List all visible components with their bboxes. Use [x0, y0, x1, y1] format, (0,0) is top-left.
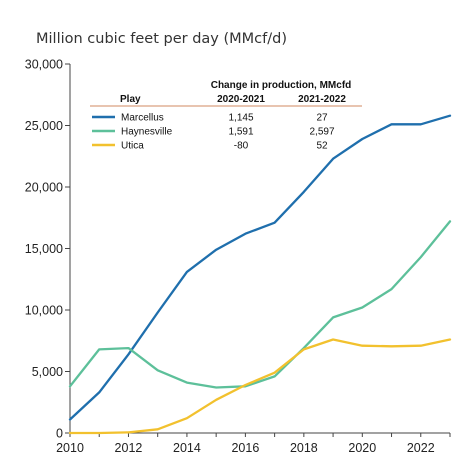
legend-label-utica: Utica: [121, 141, 144, 152]
y-tick-label: 15,000: [25, 242, 63, 256]
series-line-haynesville: [68, 220, 452, 389]
y-tick-label: 20,000: [25, 181, 63, 195]
legend-label-haynesville: Haynesville: [121, 127, 173, 138]
legend-value-marcellus-2020-2021: 1,145: [228, 113, 253, 124]
y-axis-ticks: 0 5,000 10,000 15,000 20,000 25,000 30,000: [25, 58, 70, 441]
legend-table: Change in production, MMcfd Play 2020-20…: [90, 80, 362, 152]
chart-unit-title: Million cubic feet per day (MMcf/d): [36, 31, 287, 47]
y-tick-label: 10,000: [25, 304, 63, 318]
y-tick-label: 25,000: [25, 119, 63, 133]
legend-value-haynesville-2020-2021: 1,591: [228, 127, 253, 138]
x-axis: 2010 2012 2014 2016 2018 2020 2022: [56, 432, 451, 455]
x-tick-label: 2022: [407, 441, 435, 455]
legend-value-haynesville-2021-2022: 2,597: [309, 127, 334, 138]
x-tick-label: 2020: [348, 441, 376, 455]
x-tick-label: 2010: [56, 441, 84, 455]
x-tick-label: 2012: [115, 441, 143, 455]
series-lines: [68, 114, 452, 435]
legend-value-utica-2021-2022: 52: [316, 141, 328, 152]
x-tick-label: 2018: [290, 441, 318, 455]
legend-header-col1: 2020-2021: [217, 94, 265, 105]
legend-value-utica-2020-2021: -80: [234, 141, 249, 152]
y-tick-label: 30,000: [25, 58, 63, 72]
y-tick-label: 0: [56, 427, 63, 441]
legend-header-play: Play: [120, 94, 141, 105]
legend-value-marcellus-2021-2022: 27: [316, 113, 328, 124]
legend-label-marcellus: Marcellus: [121, 113, 164, 124]
x-tick-label: 2016: [231, 441, 259, 455]
y-axis: 0 5,000 10,000 15,000 20,000 25,000 30,000: [25, 58, 71, 441]
x-axis-ticks: 2010 2012 2014 2016 2018 2020 2022: [56, 433, 451, 455]
legend-header-col2: 2021-2022: [298, 94, 346, 105]
y-tick-label: 5,000: [32, 365, 63, 379]
series-line-marcellus: [68, 114, 452, 421]
series-line-utica: [68, 338, 452, 435]
x-tick-label: 2014: [173, 441, 201, 455]
legend-header-change: Change in production, MMcfd: [211, 80, 352, 91]
